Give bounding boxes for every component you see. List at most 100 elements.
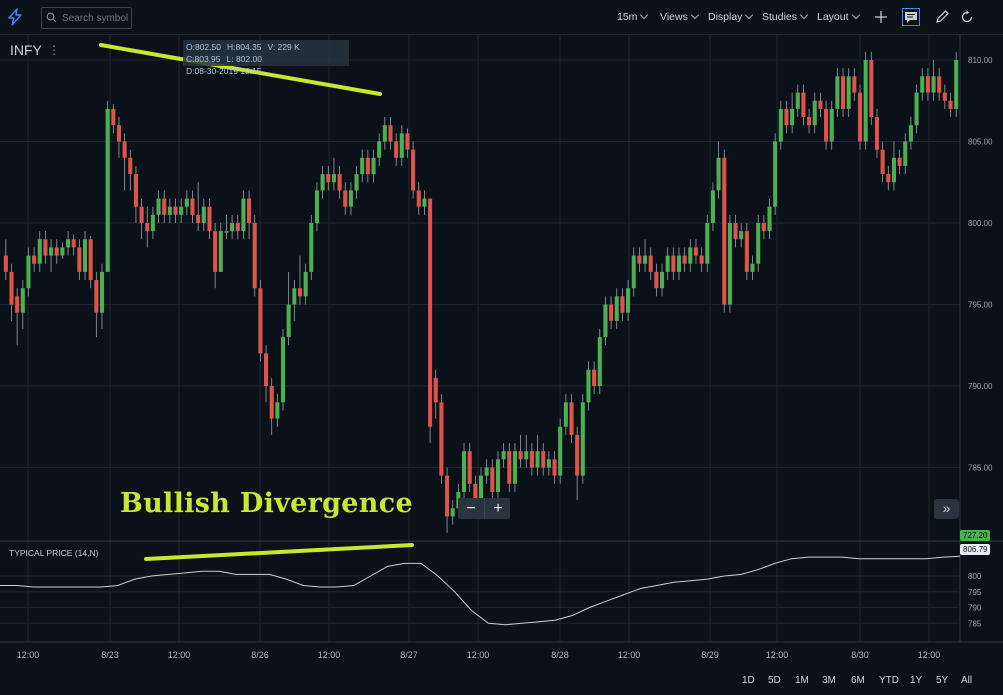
- candle-body: [150, 214, 155, 232]
- candle-body: [303, 271, 308, 297]
- candle-body: [116, 125, 122, 142]
- candle-body: [82, 239, 88, 272]
- candle-body: [659, 271, 665, 289]
- last-price-badge: 727.20: [960, 530, 991, 541]
- pencil-icon[interactable]: [933, 8, 951, 26]
- candle-body: [603, 304, 608, 338]
- candle-body: [512, 451, 517, 484]
- scroll-to-latest-button[interactable]: »: [934, 499, 959, 519]
- indicator-tick-label: 795: [968, 588, 982, 597]
- candle-body: [733, 223, 738, 240]
- candle-body: [863, 60, 868, 142]
- indicator-tick-label: 785: [968, 619, 982, 628]
- indicator-higher-lows-trendline: [144, 543, 414, 561]
- candle-body: [77, 247, 82, 272]
- candle-body: [60, 247, 65, 256]
- range-button-1y[interactable]: 1Y: [910, 675, 923, 686]
- search-input[interactable]: [60, 10, 132, 26]
- candle-body: [377, 141, 382, 158]
- lightning-logo-icon[interactable]: [6, 8, 24, 26]
- candle-body: [326, 174, 331, 183]
- candle-body: [801, 92, 806, 118]
- zoom-in-button[interactable]: +: [484, 498, 511, 519]
- candle-body: [756, 223, 761, 264]
- candle-body: [439, 402, 444, 476]
- candle-body: [948, 100, 953, 109]
- indicator-tick-label: 800: [968, 572, 982, 581]
- candle-body: [925, 76, 930, 93]
- candle-body: [365, 157, 370, 175]
- symbol-options-icon[interactable]: ⋮: [48, 43, 60, 57]
- candle-body: [478, 475, 484, 509]
- candle-body: [914, 92, 919, 126]
- indicator-tick-label: 790: [968, 604, 982, 613]
- symbol-search[interactable]: [41, 7, 132, 29]
- candle-body: [507, 451, 512, 484]
- candle-body: [43, 239, 48, 256]
- candle-body: [422, 198, 427, 207]
- symbol-name[interactable]: INFY: [10, 42, 42, 58]
- candle-body: [575, 434, 580, 476]
- range-button-5y[interactable]: 5Y: [936, 675, 949, 686]
- candle-body: [518, 451, 523, 460]
- ohlc-tooltip: O:802.50 H:804.35 V: 229 K C:803.95 L: 802.…: [183, 40, 349, 76]
- candle-body: [111, 108, 116, 126]
- candle-body: [122, 141, 127, 158]
- time-tick-label: 12:00: [467, 650, 490, 660]
- candle-body: [467, 451, 472, 484]
- indicator-label[interactable]: TYPICAL PRICE (14,N): [9, 548, 99, 558]
- candle-body: [937, 76, 942, 93]
- candle-body: [343, 190, 348, 207]
- candle-body: [99, 271, 105, 313]
- candle-body: [394, 141, 399, 158]
- indicator-axis: 800 795 790 785: [968, 572, 982, 628]
- top-toolbar: 15m Views Display Studies Layout: [0, 0, 1003, 35]
- candle-body: [716, 157, 721, 191]
- interval-dropdown[interactable]: 15m: [617, 10, 649, 23]
- range-button-1m[interactable]: 1M: [795, 675, 809, 686]
- time-tick-label: 8/26: [251, 650, 269, 660]
- price-tick-label: 795.00: [968, 301, 993, 310]
- volume-value: V: 229 K: [267, 42, 300, 52]
- candle-body: [569, 402, 574, 435]
- candle-body: [9, 271, 14, 305]
- candle-body: [563, 402, 568, 427]
- range-button-6m[interactable]: 6M: [851, 675, 865, 686]
- range-button-ytd[interactable]: YTD: [879, 675, 899, 686]
- candle-body: [824, 108, 829, 142]
- candle-body: [942, 92, 947, 101]
- candle-body: [292, 288, 297, 305]
- price-tick-label: 805.00: [968, 138, 993, 147]
- range-button-5d[interactable]: 5D: [768, 675, 781, 686]
- crosshair-icon[interactable]: [872, 8, 890, 26]
- candle-body: [337, 174, 342, 191]
- candle-body: [15, 296, 20, 313]
- candle-body: [235, 223, 240, 232]
- candle-body: [874, 117, 880, 150]
- candle-body: [224, 231, 229, 233]
- candle-body: [818, 100, 823, 109]
- grid-lines: [0, 35, 1003, 643]
- time-tick-label: 8/29: [701, 650, 719, 660]
- candle-body: [371, 157, 376, 175]
- price-lower-highs-trendline: [99, 43, 382, 96]
- candle-body: [829, 108, 834, 142]
- display-menu[interactable]: Display: [708, 10, 754, 23]
- range-button-all[interactable]: All: [961, 675, 973, 686]
- layout-menu[interactable]: Layout: [817, 10, 860, 23]
- range-button-3m[interactable]: 3M: [822, 675, 836, 686]
- candle-body: [897, 157, 902, 166]
- reset-icon[interactable]: [958, 8, 976, 26]
- zoom-out-button[interactable]: −: [466, 500, 476, 517]
- low-value: L: 802.00: [226, 54, 262, 64]
- candle-body: [473, 483, 478, 509]
- time-tick-label: 12:00: [318, 650, 341, 660]
- range-button-1d[interactable]: 1D: [742, 675, 755, 686]
- candle-body: [710, 190, 715, 223]
- studies-menu[interactable]: Studies: [762, 10, 809, 23]
- comment-icon[interactable]: [902, 8, 920, 26]
- candle-body: [654, 271, 659, 289]
- views-menu[interactable]: Views: [660, 10, 700, 23]
- candle-body: [931, 76, 936, 93]
